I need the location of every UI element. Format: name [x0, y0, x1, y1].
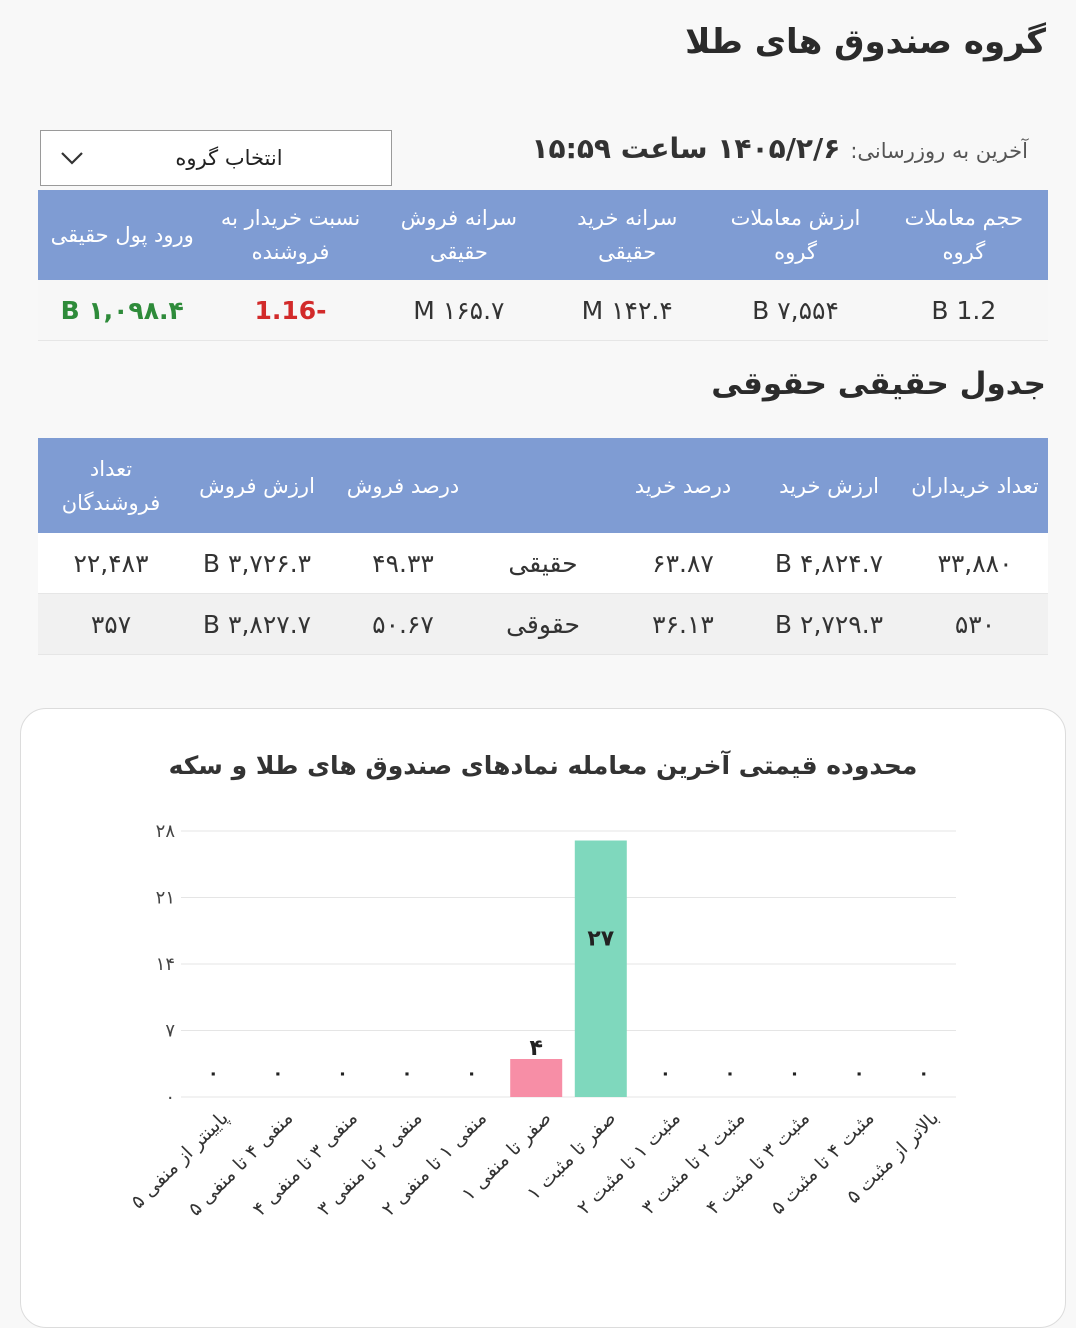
- table-row: ۵۳۰ ۲,۷۲۹.۳ B ۳۶.۱۳ حقوقی ۵۰.۶۷ ۳,۸۲۷.۷ …: [38, 593, 1048, 655]
- cell-buy-percent: ۳۶.۱۳: [610, 593, 756, 655]
- cell-type: حقوقی: [476, 593, 610, 655]
- bar-value-label: ۰: [918, 1063, 929, 1084]
- section-title-natural-legal: جدول حقیقی حقوقی: [711, 366, 1046, 402]
- bar-value-label: ۴: [529, 1036, 542, 1061]
- cell-sell-value: ۳,۷۲۶.۳ B: [184, 533, 330, 594]
- summary-table: حجم معاملات گروه ارزش معاملات گروه سرانه…: [38, 190, 1048, 341]
- cell-buy-percent: ۶۳.۸۷: [610, 533, 756, 594]
- header-buyers-count: تعداد خریداران: [902, 438, 1048, 533]
- y-tick-label: ۷: [165, 1021, 175, 1042]
- y-tick-label: ۲۸: [156, 821, 176, 842]
- cell-buy-value: ۴,۸۲۴.۷ B: [756, 533, 902, 594]
- bar-value-label: ۰: [208, 1063, 219, 1084]
- summary-row: 1.2 B ۷,۵۵۴ B ۱۴۲.۴ M ۱۶۵.۷ M -1.16 ۱,۰۹…: [38, 280, 1048, 341]
- bar-value-label: ۰: [337, 1063, 348, 1084]
- price-range-chart-card: محدوده قیمتی آخرین معامله نمادهای صندوق …: [20, 708, 1066, 1328]
- header-volume: حجم معاملات گروه: [879, 190, 1048, 280]
- y-tick-label: ۱۴: [156, 954, 175, 975]
- cell-buy-value: ۲,۷۲۹.۳ B: [756, 593, 902, 655]
- header-buyer-seller-ratio: نسبت خریدار به فروشنده: [206, 190, 375, 280]
- header-type: [476, 438, 610, 533]
- chart-title: محدوده قیمتی آخرین معامله نمادهای صندوق …: [168, 751, 918, 780]
- header-sell-value: ارزش فروش: [184, 438, 330, 533]
- cell-sellers-count: ۳۵۷: [38, 593, 184, 655]
- header-buy-percent: درصد خرید: [610, 438, 756, 533]
- chevron-down-icon: [61, 152, 83, 165]
- cell-buyers-count: ۳۳,۸۸۰: [902, 533, 1048, 594]
- bar-value-label: ۰: [789, 1063, 800, 1084]
- last-update: آخرین به روزرسانی: ۱۴۰۵/۲/۶ ساعت ۱۵:۵۹: [531, 132, 1028, 165]
- cell-natural-money-inflow: ۱,۰۹۸.۴ B: [38, 280, 207, 341]
- header-sell-percent: درصد فروش: [330, 438, 476, 533]
- y-tick-label: ۲۱: [156, 888, 175, 909]
- bar-value-label: ۰: [724, 1063, 735, 1084]
- bar-value-label: ۰: [272, 1063, 283, 1084]
- group-select[interactable]: انتخاب گروه: [40, 130, 392, 186]
- last-update-label: آخرین به روزرسانی:: [850, 139, 1028, 163]
- cell-volume: 1.2 B: [879, 280, 1048, 341]
- bar-value-label: ۲۷: [587, 927, 614, 952]
- header-sellers-count: تعداد فروشندگان: [38, 438, 184, 533]
- natural-legal-header-row: تعداد خریداران ارزش خرید درصد خرید درصد …: [38, 438, 1048, 533]
- bar-value-label: ۰: [402, 1063, 413, 1084]
- header-per-capita-sell: سرانه فروش حقیقی: [374, 190, 544, 280]
- header-natural-money-inflow: ورود پول حقیقی: [38, 190, 207, 280]
- summary-header-row: حجم معاملات گروه ارزش معاملات گروه سرانه…: [38, 190, 1048, 280]
- header-value: ارزش معاملات گروه: [711, 190, 880, 280]
- cell-sellers-count: ۲۲,۴۸۳: [38, 533, 184, 594]
- table-row: ۳۳,۸۸۰ ۴,۸۲۴.۷ B ۶۳.۸۷ حقیقی ۴۹.۳۳ ۳,۷۲۶…: [38, 533, 1048, 594]
- natural-legal-table: تعداد خریداران ارزش خرید درصد خرید درصد …: [38, 438, 1048, 655]
- bar: [574, 840, 627, 1097]
- cell-type: حقیقی: [476, 533, 610, 594]
- page-title: گروه صندوق های طلا: [685, 22, 1046, 62]
- cell-sell-percent: ۴۹.۳۳: [330, 533, 476, 594]
- group-select-value: انتخاب گروه: [175, 146, 283, 170]
- cell-sell-percent: ۵۰.۶۷: [330, 593, 476, 655]
- cell-sell-value: ۳,۸۲۷.۷ B: [184, 593, 330, 655]
- cell-buyers-count: ۵۳۰: [902, 593, 1048, 655]
- cell-per-capita-sell: ۱۶۵.۷ M: [374, 280, 544, 341]
- y-tick-label: ۰: [165, 1087, 175, 1108]
- bar-value-label: ۰: [854, 1063, 865, 1084]
- cell-buyer-seller-ratio: -1.16: [206, 280, 375, 341]
- cell-per-capita-buy: ۱۴۲.۴ M: [543, 280, 712, 341]
- bar-value-label: ۰: [660, 1063, 671, 1084]
- header-buy-value: ارزش خرید: [756, 438, 902, 533]
- bar-value-label: ۰: [466, 1063, 477, 1084]
- cell-value: ۷,۵۵۴ B: [711, 280, 880, 341]
- header-per-capita-buy: سرانه خرید حقیقی: [543, 190, 712, 280]
- last-update-value: ۱۴۰۵/۲/۶ ساعت ۱۵:۵۹: [531, 132, 841, 165]
- bar: [510, 1059, 563, 1097]
